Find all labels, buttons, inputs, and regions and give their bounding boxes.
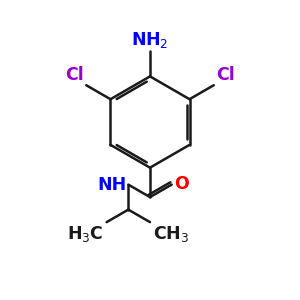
- Text: NH: NH: [97, 176, 127, 194]
- Text: NH$_2$: NH$_2$: [131, 30, 169, 50]
- Text: Cl: Cl: [216, 66, 235, 84]
- Text: CH$_3$: CH$_3$: [153, 224, 189, 244]
- Text: O: O: [175, 175, 189, 193]
- Text: Cl: Cl: [65, 66, 84, 84]
- Text: H$_3$C: H$_3$C: [67, 224, 104, 244]
